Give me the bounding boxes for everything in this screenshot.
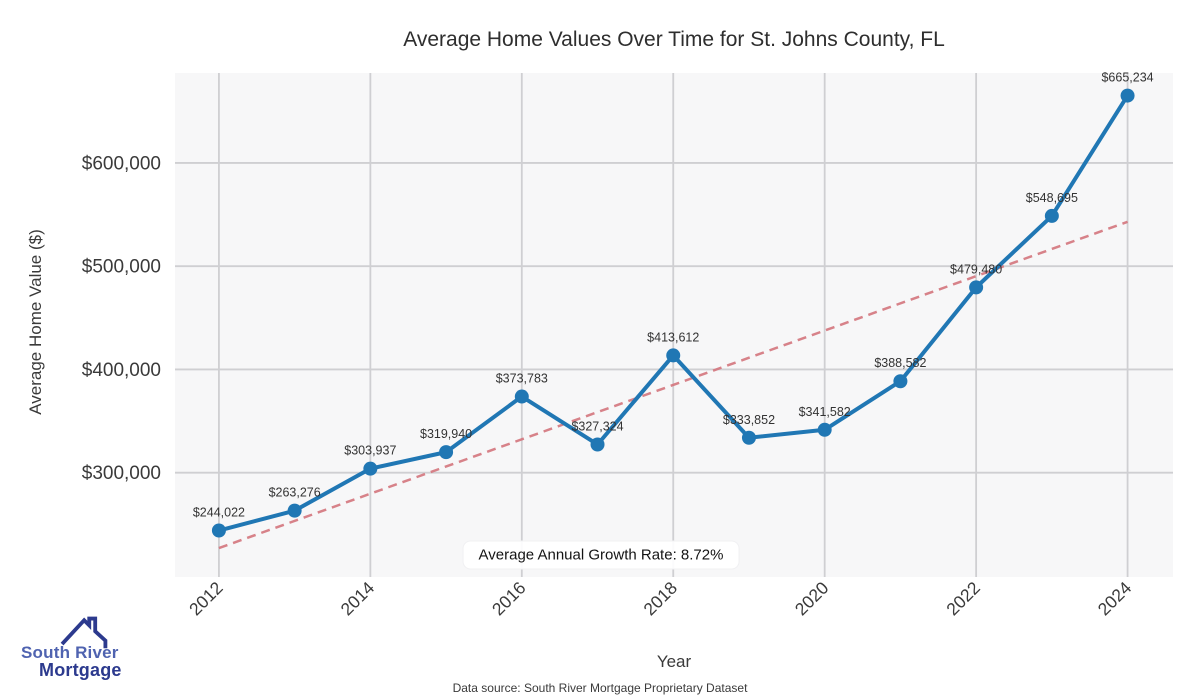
data-point [1044,208,1059,223]
data-point-label: $665,234 [1101,71,1153,85]
x-tick-label: 2020 [791,578,833,620]
data-point-label: $244,022 [193,506,245,520]
data-point-label: $479,480 [950,262,1002,276]
data-point [969,280,984,295]
y-tick-label: $600,000 [82,153,161,174]
data-source-note: Data source: South River Mortgage Propri… [452,681,748,695]
data-point-label: $319,940 [420,427,472,441]
data-point [893,374,908,389]
data-point [1120,88,1135,103]
data-point [514,389,529,404]
x-tick-label: 2012 [185,578,227,620]
data-point [741,430,756,445]
x-tick-label: 2014 [337,578,379,620]
data-point-label: $263,276 [269,486,321,500]
data-point [211,523,226,538]
data-point-label: $388,582 [874,356,926,370]
x-tick-label: 2022 [942,578,984,620]
house-roof-path [60,616,108,649]
data-point-label: $303,937 [344,444,396,458]
data-point-label: $341,582 [799,405,851,419]
y-tick-label: $300,000 [82,463,161,484]
x-tick-label: 2018 [639,578,681,620]
data-point-label: $413,612 [647,330,699,344]
data-point-label: $333,852 [723,413,775,427]
data-point [666,348,681,363]
data-point [363,461,378,476]
x-tick-label: 2016 [488,578,530,620]
y-tick-label: $500,000 [82,257,161,278]
data-point [287,503,302,518]
house-roof-icon [60,616,108,649]
logo-text-mortgage: Mortgage [39,660,122,680]
y-tick-label: $400,000 [82,360,161,381]
data-point-label: $548,695 [1026,191,1078,205]
logo-text-south-river: South River [21,643,119,662]
data-point [439,445,454,460]
data-point [590,437,605,452]
trend-line [218,220,1128,550]
data-point-label: $327,324 [571,419,623,433]
x-axis-label: Year [656,652,692,671]
x-tick-label: 2024 [1094,578,1136,620]
y-axis-label: Average Home Value ($) [26,229,45,415]
data-point [817,422,832,437]
chart-title: Average Home Values Over Time for St. Jo… [403,28,945,51]
data-point-label: $373,783 [496,372,548,386]
growth-rate-annotation: Average Annual Growth Rate: 8.72% [462,540,740,570]
company-logo: South River Mortgage [18,612,148,687]
